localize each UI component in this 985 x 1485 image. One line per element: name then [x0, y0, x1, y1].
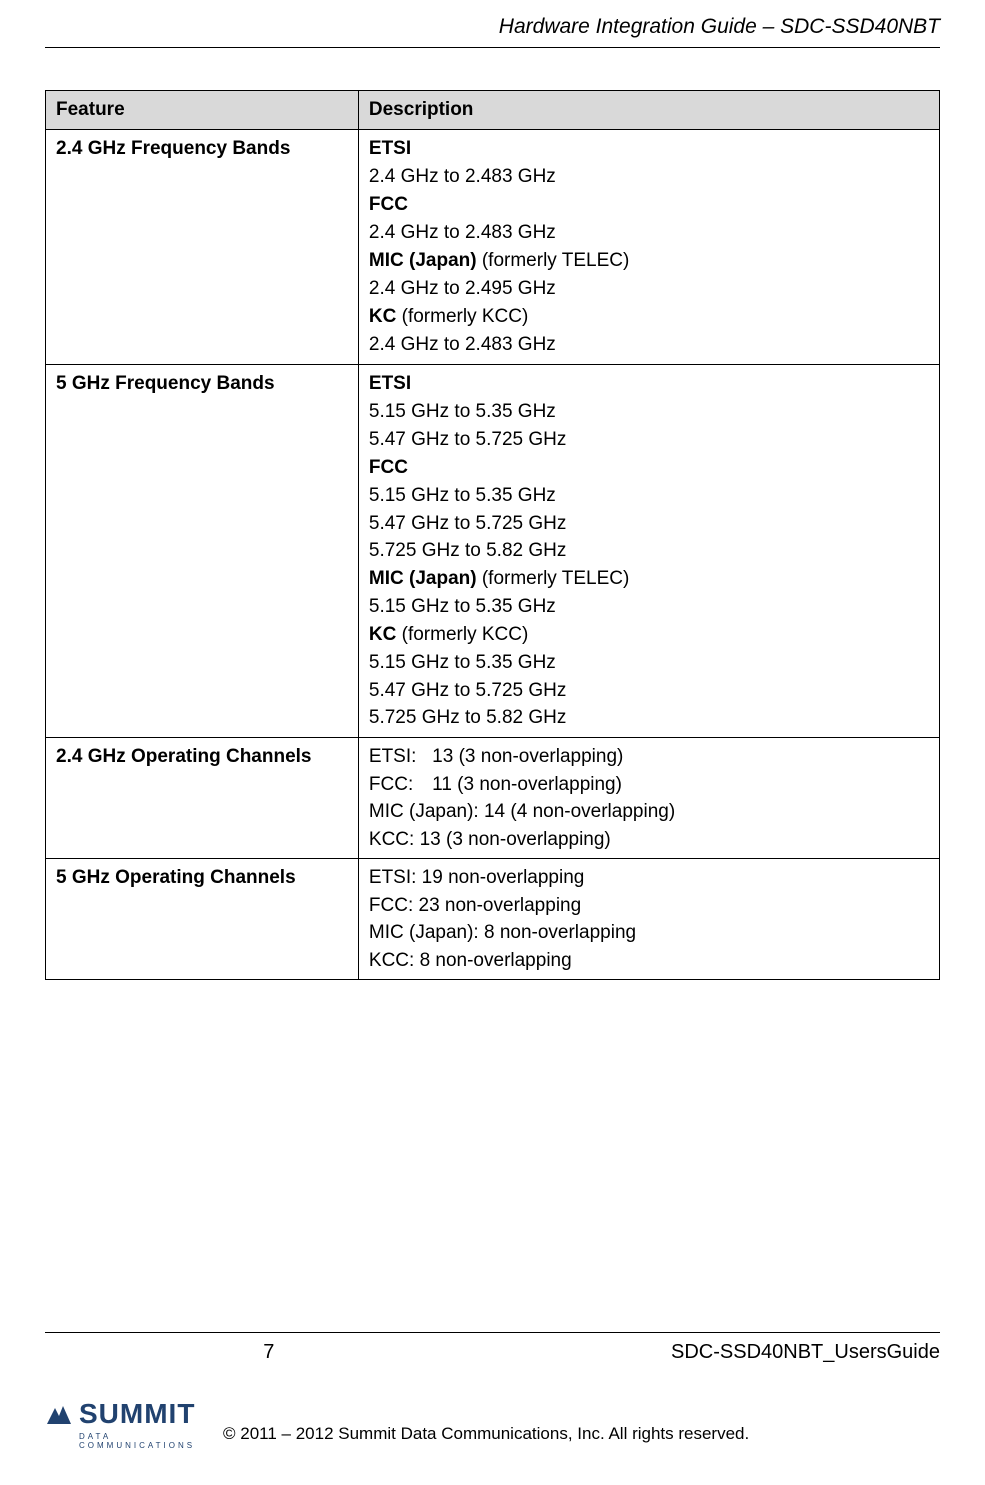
table-row: 5 GHz Operating Channels ETSI: 19 non-ov…	[46, 859, 940, 980]
page-header: Hardware Integration Guide – SDC-SSD40NB…	[45, 0, 940, 48]
description-cell: ETSI: 19 non-overlapping FCC: 23 non-ove…	[358, 859, 939, 980]
summit-logo-icon	[45, 1400, 73, 1428]
copyright-text: © 2011 – 2012 Summit Data Communications…	[223, 1424, 749, 1450]
range-line: 5.47 GHz to 5.725 GHz	[369, 426, 929, 454]
group-label: ETSI	[369, 373, 411, 394]
group-suffix: (formerly TELEC)	[477, 250, 630, 271]
range-line: 5.47 GHz to 5.725 GHz	[369, 677, 929, 705]
logo-text: SUMMIT	[79, 1398, 195, 1430]
range-line: 5.15 GHz to 5.35 GHz	[369, 482, 929, 510]
group-label: MIC (Japan)	[369, 568, 477, 589]
channel-line: ETSI: 13 (3 non-overlapping)	[369, 743, 929, 771]
range-line: 5.47 GHz to 5.725 GHz	[369, 510, 929, 538]
description-cell: ETSI 2.4 GHz to 2.483 GHz FCC 2.4 GHz to…	[358, 129, 939, 364]
channel-line: KCC: 8 non-overlapping	[369, 947, 929, 975]
group-label: MIC (Japan)	[369, 250, 477, 271]
range-line: 5.15 GHz to 5.35 GHz	[369, 593, 929, 621]
group-suffix: (formerly KCC)	[396, 306, 528, 327]
header-title: Hardware Integration Guide – SDC-SSD40NB…	[499, 15, 940, 38]
range-line: 5.15 GHz to 5.35 GHz	[369, 649, 929, 677]
group-label: KC	[369, 306, 396, 327]
range-line: 5.725 GHz to 5.82 GHz	[369, 537, 929, 565]
range-line: 5.725 GHz to 5.82 GHz	[369, 704, 929, 732]
group-suffix: (formerly TELEC)	[477, 568, 630, 589]
range-line: 2.4 GHz to 2.483 GHz	[369, 219, 929, 247]
footer-top-row: 7 SDC-SSD40NBT_UsersGuide	[45, 1332, 940, 1364]
summit-logo: SUMMIT DATA COMMUNICATIONS	[45, 1398, 205, 1450]
guide-name: SDC-SSD40NBT_UsersGuide	[493, 1341, 941, 1364]
group-label: FCC	[369, 457, 408, 478]
table-row: 5 GHz Frequency Bands ETSI 5.15 GHz to 5…	[46, 364, 940, 737]
group-label: KC	[369, 624, 396, 645]
table-header-row: Feature Description	[46, 91, 940, 130]
group-label: ETSI	[369, 138, 411, 159]
description-cell: ETSI: 13 (3 non-overlapping) FCC: 11 (3 …	[358, 738, 939, 859]
col-description-header: Description	[358, 91, 939, 130]
range-line: 2.4 GHz to 2.495 GHz	[369, 275, 929, 303]
feature-cell: 2.4 GHz Frequency Bands	[46, 129, 359, 364]
channel-line: FCC: 11 (3 non-overlapping)	[369, 771, 929, 799]
group-label: FCC	[369, 194, 408, 215]
group-suffix: (formerly KCC)	[396, 624, 528, 645]
channel-line: FCC: 23 non-overlapping	[369, 892, 929, 920]
col-feature-header: Feature	[46, 91, 359, 130]
range-line: 2.4 GHz to 2.483 GHz	[369, 163, 929, 191]
feature-cell: 2.4 GHz Operating Channels	[46, 738, 359, 859]
range-line: 5.15 GHz to 5.35 GHz	[369, 398, 929, 426]
table-row: 2.4 GHz Operating Channels ETSI: 13 (3 n…	[46, 738, 940, 859]
feature-cell: 5 GHz Frequency Bands	[46, 364, 359, 737]
footer-bottom-row: SUMMIT DATA COMMUNICATIONS © 2011 – 2012…	[45, 1398, 940, 1450]
features-table: Feature Description 2.4 GHz Frequency Ba…	[45, 90, 940, 980]
logo-subtext: DATA COMMUNICATIONS	[79, 1432, 205, 1450]
page-footer: 7 SDC-SSD40NBT_UsersGuide SUMMIT DATA CO…	[45, 1332, 940, 1450]
range-line: 2.4 GHz to 2.483 GHz	[369, 331, 929, 359]
channel-line: MIC (Japan): 8 non-overlapping	[369, 919, 929, 947]
channel-line: ETSI: 19 non-overlapping	[369, 864, 929, 892]
page-number: 7	[45, 1341, 493, 1364]
channel-line: MIC (Japan): 14 (4 non-overlapping)	[369, 798, 929, 826]
table-row: 2.4 GHz Frequency Bands ETSI 2.4 GHz to …	[46, 129, 940, 364]
channel-line: KCC: 13 (3 non-overlapping)	[369, 826, 929, 854]
feature-cell: 5 GHz Operating Channels	[46, 859, 359, 980]
description-cell: ETSI 5.15 GHz to 5.35 GHz 5.47 GHz to 5.…	[358, 364, 939, 737]
